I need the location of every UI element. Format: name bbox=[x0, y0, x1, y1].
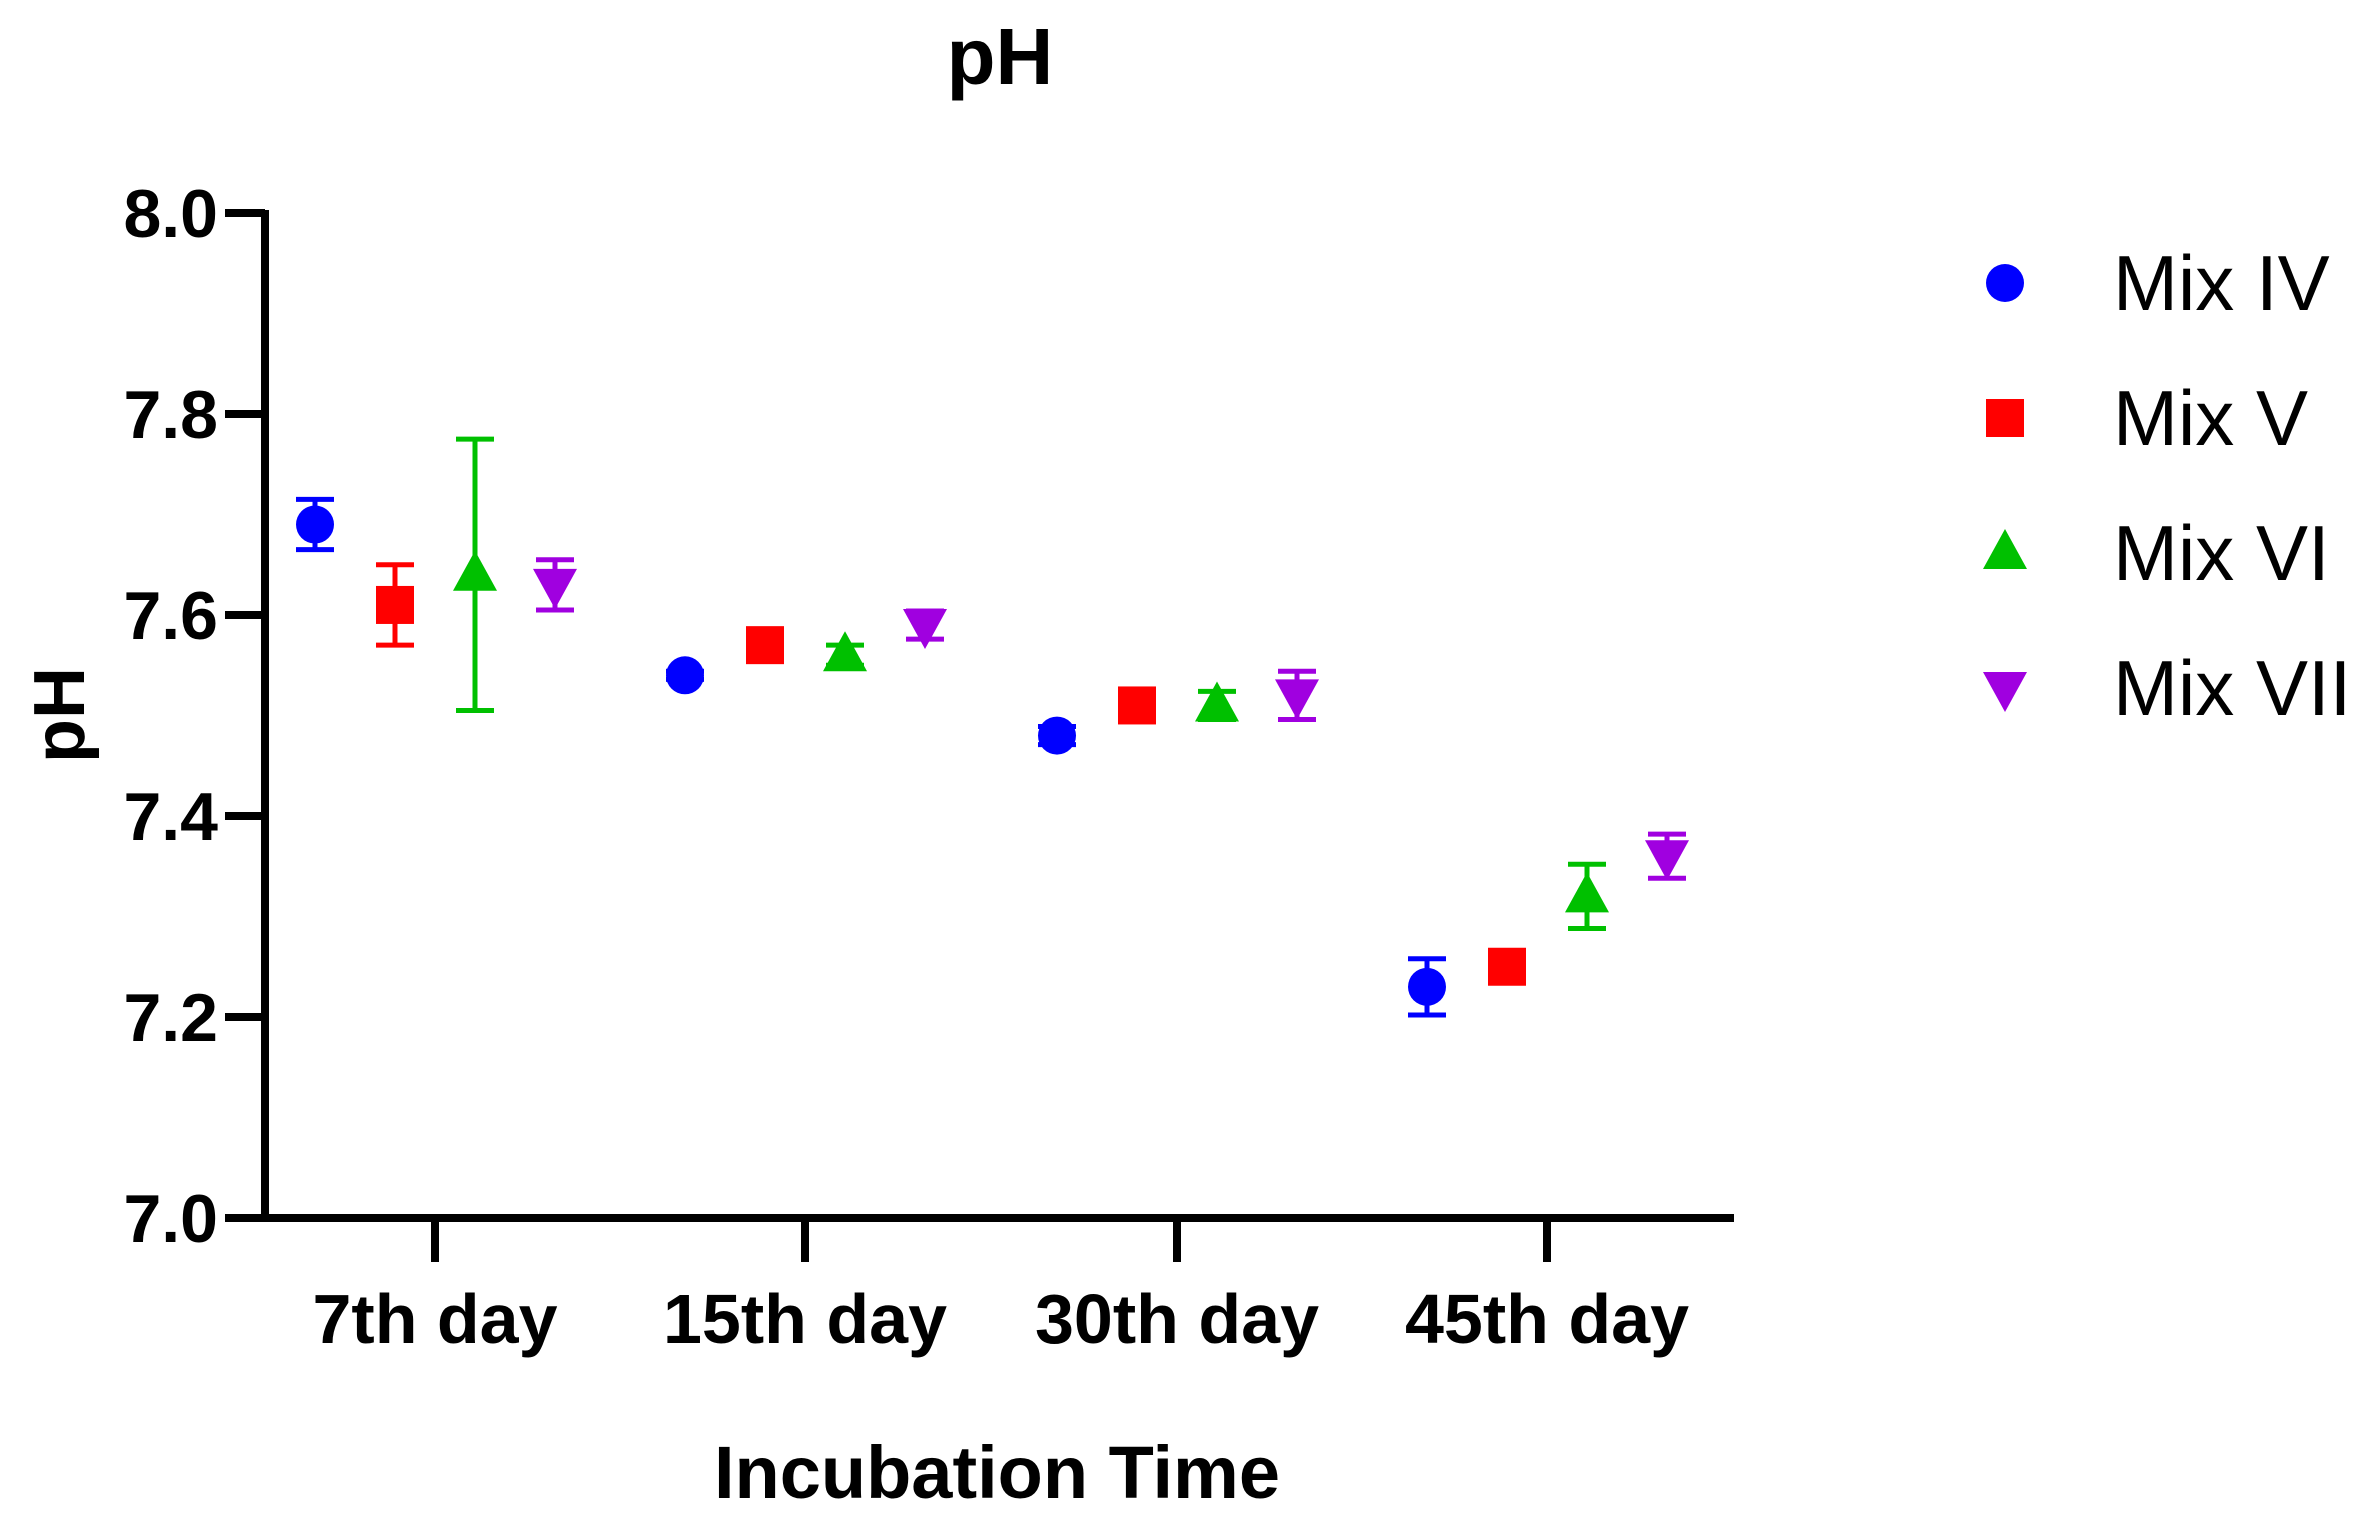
legend-label: Mix VI bbox=[2113, 509, 2330, 597]
x-tick-label: 30th day bbox=[1035, 1280, 1319, 1358]
legend-marker bbox=[1983, 529, 2027, 569]
data-point-group bbox=[746, 626, 784, 665]
data-point-marker bbox=[1275, 679, 1319, 720]
data-point-marker bbox=[376, 585, 414, 624]
x-axis-label: Incubation Time bbox=[714, 1431, 1280, 1514]
legend-marker bbox=[1986, 399, 2024, 437]
data-point-group bbox=[376, 562, 414, 648]
data-point-marker bbox=[1038, 716, 1076, 755]
data-point-marker bbox=[1488, 947, 1526, 986]
legend-marker bbox=[1986, 264, 2024, 302]
data-point-marker bbox=[823, 631, 867, 672]
data-point-marker bbox=[1118, 686, 1156, 725]
data-point-marker bbox=[1645, 840, 1689, 881]
y-tick-label: 7.8 bbox=[123, 377, 218, 453]
y-tick-label: 7.4 bbox=[123, 779, 218, 855]
legend-label: Mix IV bbox=[2113, 239, 2330, 327]
data-point-marker bbox=[1408, 967, 1446, 1006]
data-point-marker bbox=[1195, 681, 1239, 722]
data-point-group bbox=[1195, 681, 1239, 723]
legend-entry: Mix VII bbox=[1983, 644, 2351, 732]
data-point-group bbox=[453, 436, 497, 713]
data-point-group bbox=[1565, 861, 1609, 932]
data-point-group bbox=[1275, 668, 1319, 723]
data-point-marker bbox=[903, 609, 947, 650]
legend-entry: Mix V bbox=[1986, 374, 2308, 462]
y-tick-label: 8.0 bbox=[123, 176, 218, 252]
data-point-group bbox=[533, 557, 577, 613]
legend-marker bbox=[1983, 672, 2027, 712]
legend: Mix IV Mix V Mix VI Mix VII bbox=[1983, 239, 2351, 732]
data-point-marker bbox=[453, 550, 497, 591]
data-point-group bbox=[1645, 831, 1689, 881]
legend-label: Mix V bbox=[2113, 374, 2308, 462]
y-axis-label: pH bbox=[20, 667, 100, 763]
data-point-group bbox=[1488, 947, 1526, 986]
data-point-group bbox=[1118, 686, 1156, 725]
y-tick-label: 7.6 bbox=[123, 578, 218, 654]
legend-label: Mix VII bbox=[2113, 644, 2351, 732]
data-point-marker bbox=[1565, 872, 1609, 913]
data-point-group bbox=[1038, 716, 1076, 755]
y-ticks: 7.0 7.2 7.4 7.6 7.8 8.0 bbox=[123, 176, 265, 1257]
x-tick-label: 15th day bbox=[663, 1280, 947, 1358]
data-point-group bbox=[1408, 956, 1446, 1018]
legend-entry: Mix VI bbox=[1983, 509, 2330, 597]
data-points bbox=[296, 436, 1689, 1018]
y-tick-label: 7.0 bbox=[123, 1181, 218, 1257]
data-point-marker bbox=[533, 568, 577, 609]
data-point-group bbox=[296, 496, 334, 553]
chart-title: pH bbox=[947, 12, 1054, 101]
data-point-group bbox=[666, 656, 704, 695]
x-tick-label: 45th day bbox=[1405, 1280, 1689, 1358]
data-point-marker bbox=[296, 505, 334, 544]
data-point-group bbox=[823, 631, 867, 672]
data-point-marker bbox=[746, 626, 784, 665]
legend-entry: Mix IV bbox=[1986, 239, 2330, 327]
data-point-marker bbox=[666, 656, 704, 695]
data-point-group bbox=[903, 608, 947, 650]
y-tick-label: 7.2 bbox=[123, 980, 218, 1056]
x-tick-label: 7th day bbox=[312, 1280, 557, 1358]
x-ticks: 7th day 15th day 30th day 45th day bbox=[312, 1218, 1689, 1358]
